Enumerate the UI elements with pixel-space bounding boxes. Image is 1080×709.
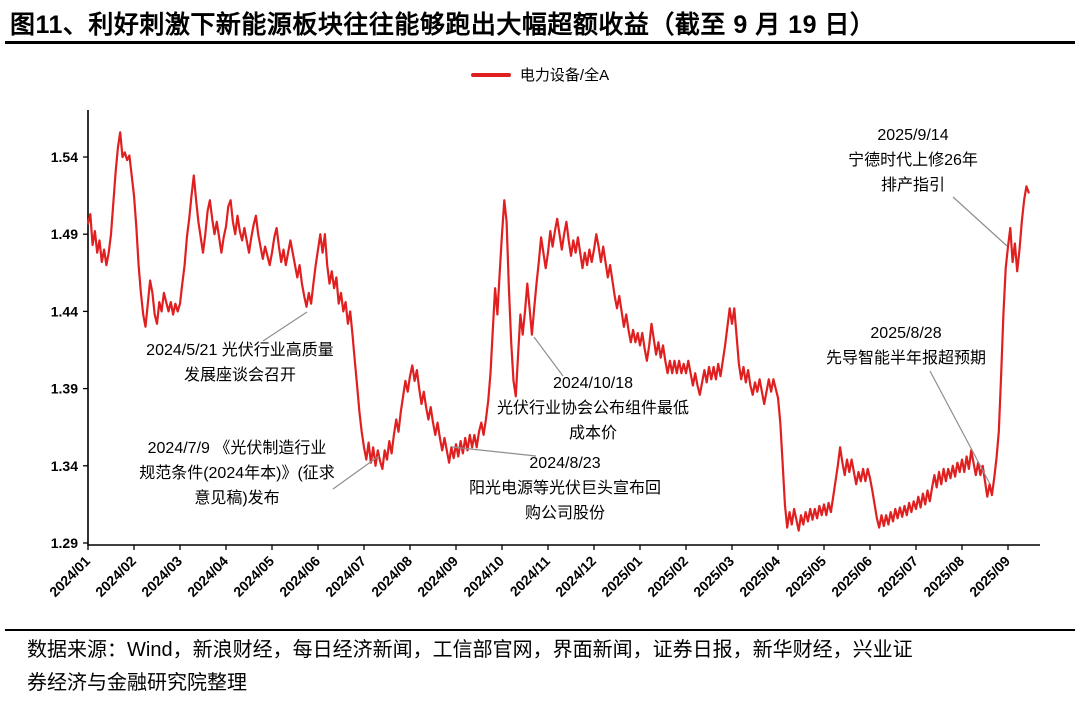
annotation-leader-line xyxy=(533,336,564,377)
y-axis-tick-label: 1.54 xyxy=(51,149,78,165)
x-axis-tick-label: 2024/04 xyxy=(184,553,231,600)
x-axis-tick-label: 2025/06 xyxy=(828,553,875,600)
x-axis-tick-label: 2024/05 xyxy=(230,553,277,600)
source-note-line-2: 券经济与金融研究院整理 xyxy=(27,672,247,694)
annotation-text: 发展座谈会召开 xyxy=(184,366,296,384)
annotation-text: 2024/7/9 《光伏制造行业 xyxy=(148,439,327,457)
y-axis-tick-label: 1.49 xyxy=(51,226,78,242)
x-axis-tick-label: 2025/02 xyxy=(644,553,691,600)
legend: 电力设备/全A xyxy=(0,64,1080,85)
figure-title: 图11、利好刺激下新能源板块往往能够跑出大幅超额收益（截至 9 月 19 日） xyxy=(10,11,876,39)
x-axis-tick-label: 2024/07 xyxy=(322,553,369,600)
source-note-line-1: 数据来源：Wind，新浪财经，每日经济新闻，工信部官网，界面新闻，证券日报，新华… xyxy=(27,639,913,661)
annotation-text: 先导智能半年报超预期 xyxy=(826,349,986,367)
annotation-text: 阳光电源等光伏巨头宣布回 xyxy=(469,479,661,497)
x-axis-tick-label: 2024/08 xyxy=(368,553,415,600)
legend-line-swatch xyxy=(470,72,511,77)
x-axis-tick-label: 2025/01 xyxy=(598,553,645,600)
annotation-text: 宁德时代上修26年 xyxy=(848,151,978,169)
y-axis-tick-label: 1.39 xyxy=(51,381,78,397)
x-axis-tick-label: 2025/07 xyxy=(874,553,921,600)
x-axis-tick-label: 2024/01 xyxy=(46,553,93,600)
annotation-text: 光伏行业协会公布组件最低 xyxy=(497,399,689,417)
x-axis-tick-label: 2024/11 xyxy=(507,553,554,600)
annotation-text: 意见稿)发布 xyxy=(194,488,279,507)
x-axis-tick-label: 2024/09 xyxy=(414,553,461,600)
annotation-text: 2024/8/23 xyxy=(529,455,600,472)
x-axis-tick-label: 2024/10 xyxy=(460,553,507,600)
annotation-text: 规范条件(2024年本)》(征求 xyxy=(139,464,335,482)
annotation-leader-line xyxy=(451,446,537,457)
annotation-leader-line xyxy=(929,370,991,485)
x-axis-tick-label: 2025/05 xyxy=(782,553,829,600)
annotation-leader-line xyxy=(952,196,1008,247)
legend-label: 电力设备/全A xyxy=(519,67,610,84)
x-axis-tick-label: 2024/12 xyxy=(552,553,599,600)
y-axis-tick-label: 1.44 xyxy=(51,303,78,319)
x-axis-tick-label: 2024/03 xyxy=(138,553,185,600)
annotation-text: 购公司股份 xyxy=(525,504,605,522)
annotation-text: 成本价 xyxy=(569,424,617,442)
source-note: 数据来源：Wind，新浪财经，每日经济新闻，工信部官网，界面新闻，证券日报，新华… xyxy=(27,634,913,700)
x-axis-tick-label: 2024/06 xyxy=(276,553,323,600)
annotation-text: 2024/10/18 xyxy=(553,375,633,392)
x-axis-tick-label: 2025/03 xyxy=(690,553,737,600)
x-axis-tick-label: 2025/04 xyxy=(736,553,783,600)
footer-divider xyxy=(5,629,1075,631)
annotation-leader-line xyxy=(332,455,380,490)
series-line xyxy=(86,131,1030,532)
annotation-text: 2025/8/28 xyxy=(870,325,941,342)
x-axis-tick-label: 2024/02 xyxy=(92,553,139,600)
x-axis-tick-label: 2025/09 xyxy=(966,553,1013,600)
annotation-text: 2025/9/14 xyxy=(877,127,948,144)
annotation-text: 2024/5/21 光伏行业高质量 xyxy=(146,341,334,359)
annotation-text: 排产指引 xyxy=(881,176,945,194)
y-axis-tick-label: 1.34 xyxy=(51,458,78,474)
x-axis-tick-label: 2025/08 xyxy=(920,553,967,600)
annotation-leader-line xyxy=(262,311,308,342)
title-divider xyxy=(5,41,1075,44)
y-axis-tick-label: 1.29 xyxy=(51,535,78,551)
